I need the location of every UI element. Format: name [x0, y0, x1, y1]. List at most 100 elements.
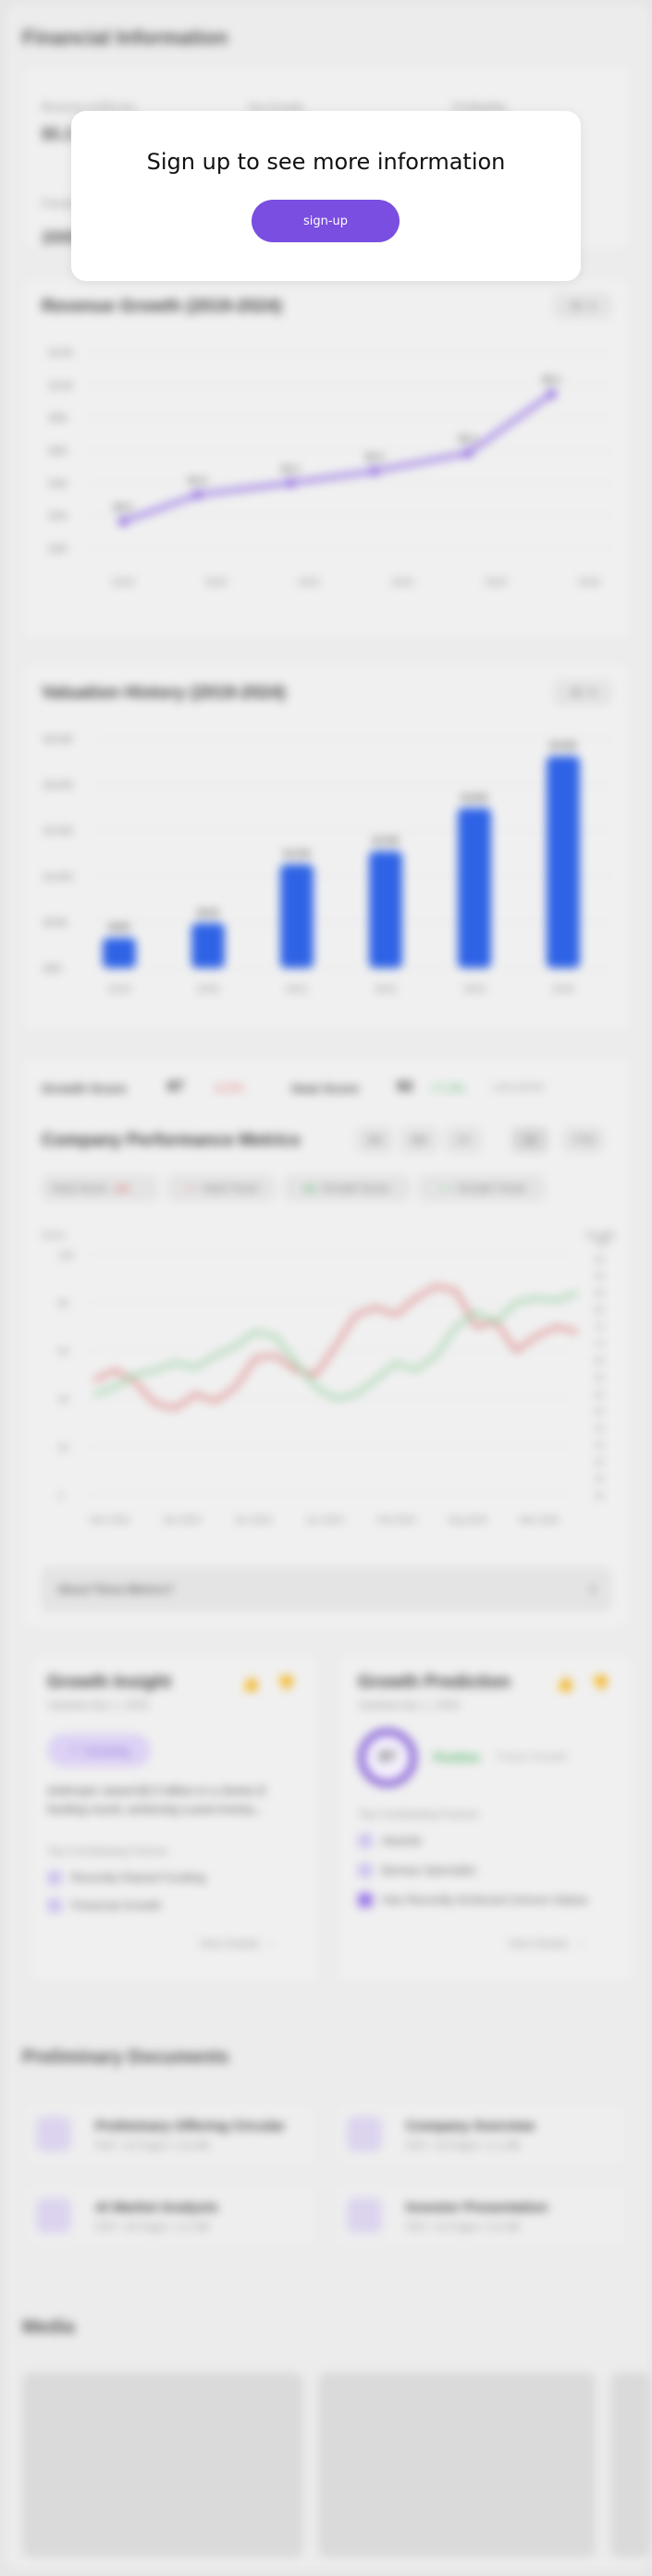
document-title: AI Market Analysis: [95, 2200, 218, 2215]
revenue-data-label: $0.9: [114, 503, 132, 513]
growing-badge-label: Growing: [84, 1743, 129, 1758]
range-ytd[interactable]: YTD: [563, 1127, 604, 1153]
y-tick-label: $0B: [49, 544, 68, 555]
document-title: Preliminary Offering Circular: [95, 2118, 286, 2134]
document-icon: [36, 2198, 71, 2233]
x-tick-label: Aug 2024: [448, 1515, 487, 1526]
legend-growth-trend[interactable]: Growth Trend: [419, 1175, 545, 1201]
document-icon: [347, 2198, 382, 2233]
revenue-chart-title: Revenue Growth (2019-2024): [42, 297, 282, 316]
right-tick-label: 100: [595, 1238, 609, 1247]
y-tick-label: 0: [58, 1491, 64, 1502]
right-tick-label: 85: [595, 1289, 604, 1298]
document-title: Company Overview: [406, 2118, 535, 2134]
signup-modal-title: Sign up to see more information: [146, 149, 506, 175]
valuation-bar: [369, 851, 402, 968]
x-tick-label: 2024: [578, 577, 600, 588]
growth-prediction-updated: Updated Apr 1, 2025: [358, 1699, 461, 1711]
insight-view-details[interactable]: View Details ›: [199, 1937, 274, 1950]
document-item[interactable]: Investor Presentation PDF • 24 Pages • 5…: [333, 2182, 629, 2249]
insight-factor-2: Financial Growth: [71, 1898, 162, 1912]
x-tick-label: Jun 2023: [305, 1515, 344, 1526]
legend-line-icon: [438, 1187, 452, 1189]
check-icon: [358, 1834, 373, 1848]
insight-view-details-label: View Details: [199, 1937, 260, 1950]
revenue-point: [192, 490, 203, 500]
growth-score-label: Growth Score: [42, 1081, 127, 1096]
thumbs-down-icon[interactable]: 👎: [277, 1676, 295, 1692]
legend-growth-score-label: Growth Score: [322, 1182, 390, 1195]
right-tick-label: 45: [595, 1424, 604, 1433]
document-item[interactable]: Preliminary Offering Circular PDF • 42 P…: [22, 2101, 318, 2167]
thumbs-up-icon[interactable]: 👍: [556, 1676, 574, 1692]
signup-button[interactable]: sign-up: [252, 200, 400, 242]
left-axis-title: Score: [42, 1231, 67, 1241]
y-tick-label: $0B: [43, 963, 62, 975]
trend-up-icon: ↗: [68, 1743, 80, 1757]
media-thumbnail[interactable]: [318, 2373, 596, 2558]
prediction-score-value: 87: [379, 1749, 396, 1765]
document-icon: [36, 2116, 71, 2152]
document-item[interactable]: Company Overview PDF • 18 Pages • 2.1 MB: [333, 2101, 629, 2167]
y-tick-label: 40: [58, 1395, 69, 1405]
growing-badge: ↗ Growing: [47, 1734, 151, 1767]
range-all[interactable]: All: [511, 1127, 548, 1153]
valuation-range-dropdown[interactable]: All ▾: [554, 680, 611, 705]
growth-prediction-title: Growth Prediction: [358, 1673, 511, 1692]
chevron-down-icon: ▾: [589, 1583, 596, 1596]
growth-insight-text: Anthropic raised $3.5 billion in a Serie…: [47, 1784, 267, 1816]
prediction-view-details[interactable]: View Details ›: [508, 1937, 583, 1950]
x-tick-label: Mar 2025: [520, 1515, 560, 1526]
media-thumbnail[interactable]: [22, 2373, 303, 2558]
document-item[interactable]: AI Market Analysis PDF • 28 Pages • 4.2 …: [22, 2182, 318, 2249]
prediction-factor-1: Awards: [382, 1834, 423, 1847]
summary-value-revenue: $5.3: [42, 125, 75, 143]
founded-value: 2009: [42, 228, 80, 247]
valuation-bar-chart: $250B $200B $150B $100B $50B $0B $35B 2019 $52B 2…: [43, 734, 613, 995]
x-tick-label: 2023: [463, 984, 486, 995]
growth-prediction-card: Growth Prediction Updated Apr 1, 2025 👍 …: [337, 1653, 634, 1982]
valuation-bar: [547, 755, 580, 968]
legend-heat-score[interactable]: Heat Score: [42, 1175, 158, 1201]
range-1y[interactable]: 1Y: [445, 1127, 482, 1153]
growth-score-delta: -3.2%: [212, 1081, 243, 1095]
growth-insight-updated: Updated Apr 1, 2025: [47, 1699, 150, 1711]
about-metrics-accordion[interactable]: About These Metrics? ▾: [42, 1567, 611, 1612]
y-tick-label: $8B: [49, 413, 68, 424]
growth-insight-title: Growth Insight: [47, 1673, 172, 1692]
legend-growth-score[interactable]: Growth Score: [284, 1175, 410, 1201]
document-meta: PDF • 42 Pages • 3.8 MB: [95, 2141, 210, 2152]
revenue-range-dropdown[interactable]: All ▾: [554, 293, 611, 319]
document-meta: PDF • 18 Pages • 2.1 MB: [406, 2141, 521, 2152]
page-title: Financial Information: [22, 26, 228, 49]
y-tick-label: $10B: [49, 380, 73, 391]
revenue-line-chart: $12B $10B $8B $6B $4B $2B $0B 2019 2020 2021 2022 2…: [49, 348, 613, 588]
valuation-chart-title: Valuation History (2019-2024): [42, 683, 286, 703]
growth-score-value: 87: [167, 1079, 184, 1095]
chevron-right-icon: ›: [579, 1937, 584, 1950]
summary-label-revenue: Revenue (USD bn): [42, 101, 136, 114]
legend-heat-score-label: Heat Score: [52, 1182, 108, 1195]
right-tick-label: 25: [595, 1491, 604, 1501]
legend-line-icon: [303, 1186, 317, 1190]
prediction-factors-title: Top Contributing Factors: [358, 1808, 479, 1821]
documents-title: Preliminary Documents: [22, 2047, 229, 2067]
range-3m[interactable]: 3M: [356, 1127, 393, 1153]
valuation-data-label: $135B: [373, 837, 400, 847]
check-icon: [358, 1863, 373, 1878]
thumbs-up-icon[interactable]: 👍: [241, 1676, 260, 1692]
range-6m[interactable]: 6M: [400, 1127, 437, 1153]
prediction-factor-3: Has Recently Achieved Unicorn Status: [382, 1893, 588, 1907]
media-thumbnail[interactable]: [610, 2373, 650, 2558]
thumbs-down-icon[interactable]: 👎: [591, 1676, 609, 1692]
check-icon: [47, 1871, 62, 1885]
right-tick-label: 65: [595, 1356, 604, 1366]
series-line-growth-score: [93, 1291, 578, 1401]
prediction-view-details-label: View Details: [508, 1937, 569, 1950]
financial-panel: Financial Information Revenue (USD bn) $…: [6, 4, 650, 2570]
legend-growth-trend-label: Growth Trend: [457, 1182, 525, 1195]
prediction-factor-2: Bureau Specialist: [382, 1863, 476, 1877]
legend-heat-trend[interactable]: Heat Trend: [167, 1175, 275, 1201]
heat-score-value: 92: [397, 1079, 413, 1095]
y-tick-label: $4B: [49, 478, 68, 489]
